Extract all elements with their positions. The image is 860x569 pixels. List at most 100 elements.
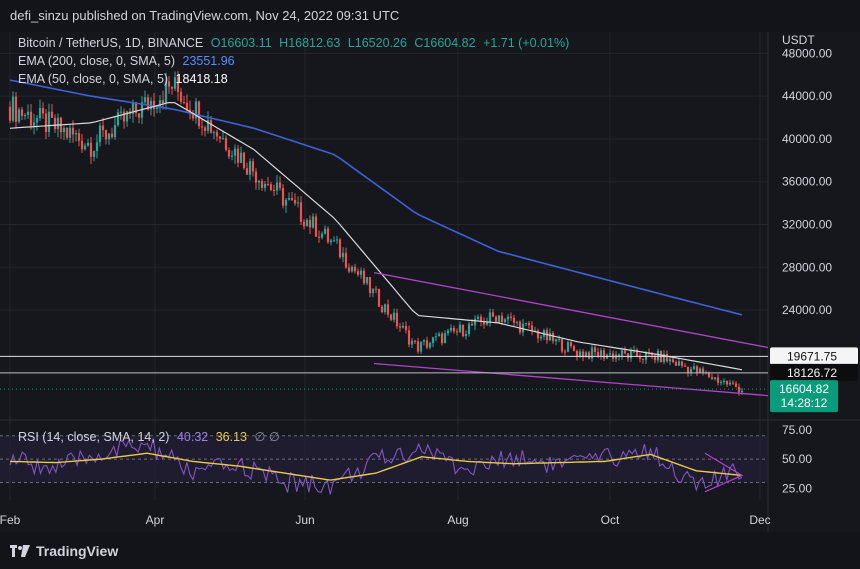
candle-body bbox=[422, 340, 426, 342]
candle-body bbox=[116, 112, 120, 126]
candle-body bbox=[332, 240, 336, 242]
candle-body bbox=[326, 228, 330, 243]
candle-body bbox=[122, 111, 126, 122]
candle-body bbox=[674, 362, 678, 366]
candle-body bbox=[218, 136, 222, 139]
candle-body bbox=[497, 315, 501, 323]
candle-body bbox=[152, 100, 156, 110]
candle-body bbox=[299, 202, 303, 222]
candle-body bbox=[707, 372, 711, 378]
candle-body bbox=[734, 383, 738, 387]
brand[interactable]: TradingView bbox=[10, 543, 118, 559]
candle-body bbox=[389, 314, 393, 320]
ema50-label: EMA (50, close, 0, SMA, 5) bbox=[18, 72, 169, 86]
ohlc-low: L16520.26 bbox=[347, 36, 407, 50]
candle-body bbox=[689, 369, 693, 373]
top-bar: defi_sinzu published on TradingView.com,… bbox=[0, 0, 860, 32]
candle-body bbox=[713, 377, 717, 380]
rsi-tick-label: 50.00 bbox=[782, 452, 812, 466]
candle-body bbox=[725, 380, 729, 385]
candle-body bbox=[347, 267, 351, 272]
candle-body bbox=[677, 361, 681, 366]
candle-body bbox=[662, 353, 666, 363]
candle-body bbox=[356, 271, 360, 275]
candle-body bbox=[35, 118, 39, 123]
candle-body bbox=[65, 127, 69, 138]
ema200-legend: EMA (200, close, 0, SMA, 5) 23551.96 bbox=[18, 54, 239, 68]
candle-body bbox=[380, 306, 384, 313]
candle-body bbox=[194, 101, 198, 119]
candle-body bbox=[125, 111, 129, 122]
y-tick-label: 24000.00 bbox=[782, 303, 832, 317]
candle-body bbox=[620, 350, 624, 357]
candle-body bbox=[518, 321, 522, 333]
candle-body bbox=[740, 390, 744, 393]
candle-body bbox=[359, 270, 363, 275]
candle-body bbox=[302, 221, 306, 227]
candle-body bbox=[509, 316, 513, 318]
candle-body bbox=[392, 312, 396, 320]
candle-body bbox=[212, 131, 216, 133]
candle-body bbox=[452, 327, 456, 332]
candle-body bbox=[668, 359, 672, 362]
candle-body bbox=[578, 351, 582, 357]
candle-body bbox=[101, 125, 105, 131]
candle-body bbox=[89, 142, 93, 157]
candle-body bbox=[107, 133, 111, 140]
candle-body bbox=[692, 366, 696, 370]
candle-body bbox=[554, 339, 558, 342]
candle-body bbox=[98, 125, 102, 143]
candle-body bbox=[686, 366, 690, 373]
ema200-label: EMA (200, close, 0, SMA, 5) bbox=[18, 54, 176, 68]
candle-body bbox=[170, 86, 174, 89]
ohlc-open: O16603.11 bbox=[210, 36, 272, 50]
candle-body bbox=[437, 333, 441, 337]
candle-body bbox=[698, 368, 702, 373]
rsi-divergence-lines bbox=[704, 452, 744, 493]
ema200-line bbox=[9, 79, 743, 316]
candle-body bbox=[572, 346, 576, 351]
candle-body bbox=[365, 277, 369, 284]
candle-body bbox=[74, 133, 78, 135]
candle-body bbox=[623, 350, 627, 354]
x-tick-label: Oct bbox=[601, 513, 620, 527]
candle-body bbox=[290, 198, 294, 200]
chart-frame[interactable]: 19671.75 18126.72 16604.82 14:28:12 USDT 4800… bbox=[0, 32, 860, 532]
candle-body bbox=[146, 97, 150, 110]
brand-name: TradingView bbox=[36, 543, 119, 559]
candle-body bbox=[449, 327, 453, 331]
tradingview-logo-icon bbox=[10, 545, 30, 557]
rsi-label: RSI (14, close, SMA, 14, 2) bbox=[18, 430, 170, 444]
candle-body bbox=[383, 304, 387, 313]
level-tag-text: 19671.75 bbox=[787, 349, 837, 363]
candle-body bbox=[536, 330, 540, 339]
last-price-tag bbox=[770, 380, 838, 413]
symbol-legend: Bitcoin / TetherUS, 1D, BINANCE O16603.1… bbox=[18, 36, 573, 50]
ema200-value: 23551.96 bbox=[182, 54, 235, 68]
candle-body bbox=[479, 316, 483, 322]
candle-body bbox=[266, 184, 270, 186]
candle-body bbox=[62, 127, 66, 133]
candle-body bbox=[482, 321, 486, 325]
candle-body bbox=[737, 386, 741, 393]
candle-body bbox=[221, 138, 225, 140]
candle-body bbox=[203, 127, 207, 131]
candle-body bbox=[719, 381, 723, 383]
candle-body bbox=[83, 145, 87, 150]
candle-body bbox=[617, 354, 621, 357]
candle-body bbox=[341, 252, 345, 258]
candle-body bbox=[230, 155, 234, 157]
candle-body bbox=[23, 115, 27, 117]
ema50-line bbox=[9, 101, 743, 371]
candle-body bbox=[311, 216, 315, 228]
candle-body bbox=[185, 102, 189, 110]
candle-body bbox=[236, 148, 240, 163]
candle-body bbox=[41, 108, 45, 114]
candle-body bbox=[257, 180, 261, 183]
candle-body bbox=[38, 108, 42, 119]
candle-body bbox=[239, 152, 243, 163]
price-layer bbox=[0, 71, 769, 495]
candle-body bbox=[470, 323, 474, 326]
